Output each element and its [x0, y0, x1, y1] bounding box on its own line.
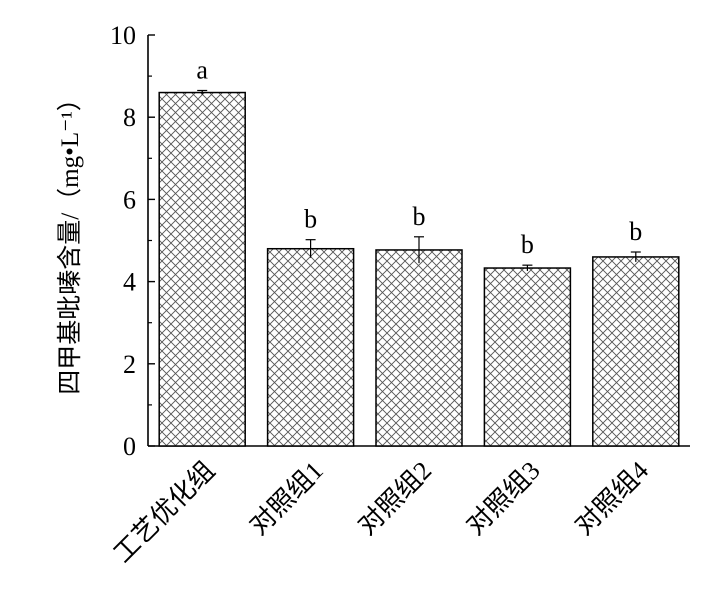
y-tick-label: 0 [123, 432, 136, 461]
significance-label: b [304, 205, 317, 234]
y-tick-label: 6 [123, 185, 136, 214]
significance-label: b [521, 230, 534, 259]
bar [483, 267, 572, 447]
bar [158, 91, 246, 447]
y-tick-label: 2 [123, 350, 136, 379]
category-label: 工艺优化组 [108, 456, 220, 568]
category-label: 对照组4 [569, 456, 654, 541]
significance-label: b [413, 202, 426, 231]
category-label: 对照组3 [461, 456, 546, 541]
bars-group [158, 89, 680, 447]
bar [375, 249, 463, 447]
bar [592, 256, 680, 447]
y-tick-label: 8 [123, 103, 136, 132]
y-tick-label: 4 [123, 268, 136, 297]
bar [266, 247, 355, 447]
significance-label: b [629, 217, 642, 246]
y-tick-label: 10 [110, 21, 136, 50]
category-label: 对照组1 [244, 456, 329, 541]
y-axis-label: 四甲基吡嗪含量/（mg•L⁻¹） [56, 86, 84, 395]
category-label: 对照组2 [352, 456, 437, 541]
significance-label: a [196, 55, 208, 84]
